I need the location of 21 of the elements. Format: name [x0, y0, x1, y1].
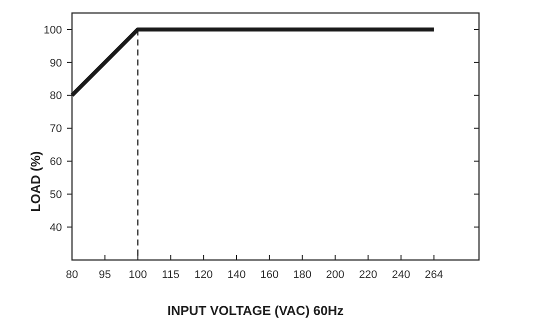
- x-tick-label: 100: [128, 269, 147, 281]
- x-tick-label: 240: [392, 269, 410, 281]
- x-tick-label: 140: [227, 269, 246, 281]
- y-tick-label: 60: [50, 156, 62, 168]
- x-tick-label: 160: [260, 269, 279, 281]
- x-tick-label: 95: [98, 269, 112, 281]
- x-tick-label: 120: [194, 269, 213, 281]
- y-tick-label: 90: [50, 57, 62, 70]
- y-tick-label: 70: [50, 123, 62, 136]
- y-tick-label: 50: [50, 188, 62, 201]
- y-tick-label: 40: [50, 222, 62, 234]
- x-axis-title: INPUT VOLTAGE (VAC) 60Hz: [167, 303, 344, 318]
- x-tick-label: 220: [358, 269, 378, 281]
- y-tick-label: 80: [50, 90, 62, 102]
- y-tick-label: 100: [44, 24, 62, 36]
- x-tick-label: 80: [66, 269, 78, 281]
- x-tick-label: 200: [326, 269, 344, 281]
- x-tick-label: 264: [424, 269, 444, 281]
- x-tick-label: 115: [162, 269, 180, 281]
- x-tick-label: 180: [293, 269, 312, 281]
- y-axis-title: LOAD (%): [28, 151, 43, 212]
